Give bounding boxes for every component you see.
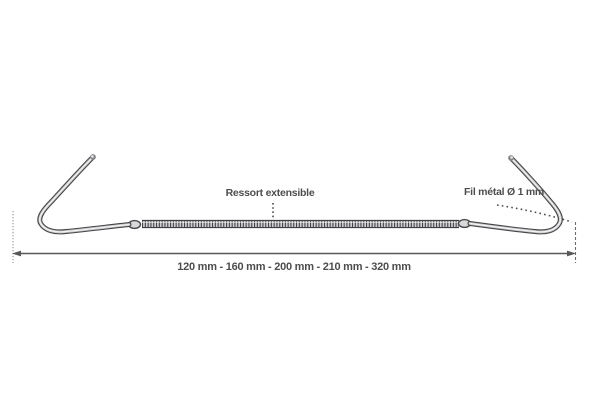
wire-diameter-label: Fil métal Ø 1 mm: [463, 186, 545, 198]
spring-coil: [142, 219, 459, 229]
wire-diameter-leader-line: [496, 204, 573, 223]
length-dimension-label: 120 mm - 160 mm - 200 mm - 210 mm - 320 …: [177, 261, 411, 273]
right-arrowhead: [567, 250, 576, 257]
left-arrowhead: [12, 250, 21, 257]
dimension-line: [12, 250, 576, 257]
spring-label: Ressort extensible: [225, 187, 315, 199]
right-hook: [467, 155, 563, 235]
left-hook: [37, 154, 132, 235]
